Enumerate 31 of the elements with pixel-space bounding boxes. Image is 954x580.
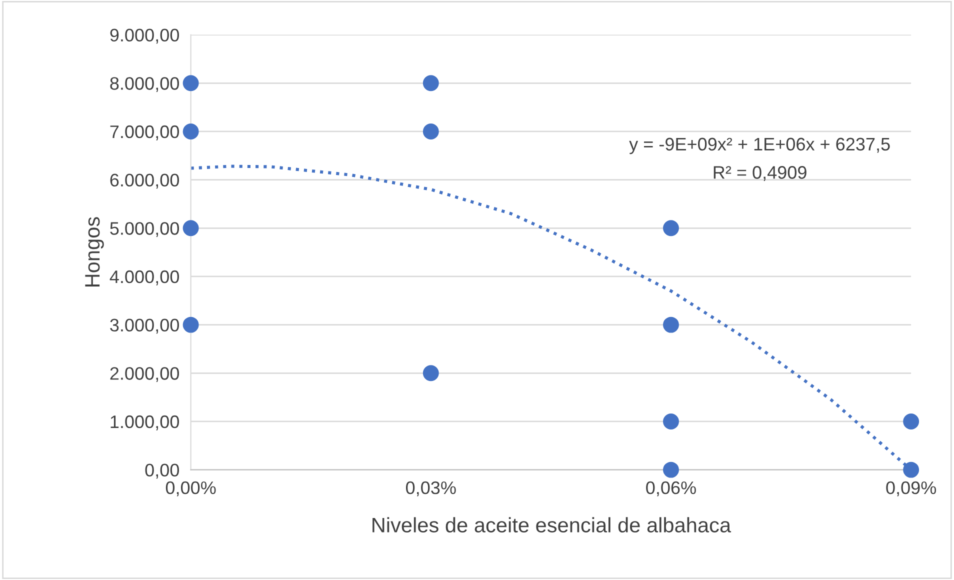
x-tick-label: 0,06% bbox=[646, 481, 696, 496]
annotation: y = -9E+09x² + 1E+06x + 6237,5 bbox=[629, 138, 890, 154]
point bbox=[182, 220, 199, 236]
point bbox=[422, 75, 439, 92]
annotation: R² = 0,4909 bbox=[714, 166, 806, 181]
point bbox=[422, 365, 439, 382]
x-axis-title: Niveles de aceite esencial de albahaca bbox=[372, 517, 732, 532]
y-tick-label: 8.000,00 bbox=[110, 77, 179, 92]
point bbox=[182, 316, 199, 333]
x-tick-label: 0,09% bbox=[886, 481, 936, 496]
y-tick-label: 6.000,00 bbox=[110, 174, 179, 189]
point bbox=[903, 413, 920, 430]
y-tick-label: 2.000,00 bbox=[110, 367, 179, 382]
y-tick-label: 0,00 bbox=[145, 464, 179, 479]
y-tick-label: 5.000,00 bbox=[110, 222, 179, 237]
point bbox=[663, 316, 679, 333]
x-tick-label: 0,00% bbox=[166, 481, 216, 496]
x-tick-label: 0,03% bbox=[406, 481, 456, 496]
y-tick-label: 4.000,00 bbox=[110, 270, 179, 286]
point bbox=[422, 123, 439, 140]
point bbox=[903, 462, 920, 478]
y-axis-title: Hongos bbox=[85, 217, 104, 286]
point bbox=[663, 413, 679, 430]
point bbox=[182, 75, 199, 92]
y-tick-label: 7.000,00 bbox=[110, 125, 179, 140]
point bbox=[182, 123, 199, 140]
y-tick-label: 3.000,00 bbox=[110, 318, 179, 334]
point bbox=[663, 462, 679, 478]
point bbox=[663, 220, 679, 236]
y-tick-label: 9.000,00 bbox=[110, 28, 179, 44]
y-tick-label: 1.000,00 bbox=[110, 415, 179, 430]
